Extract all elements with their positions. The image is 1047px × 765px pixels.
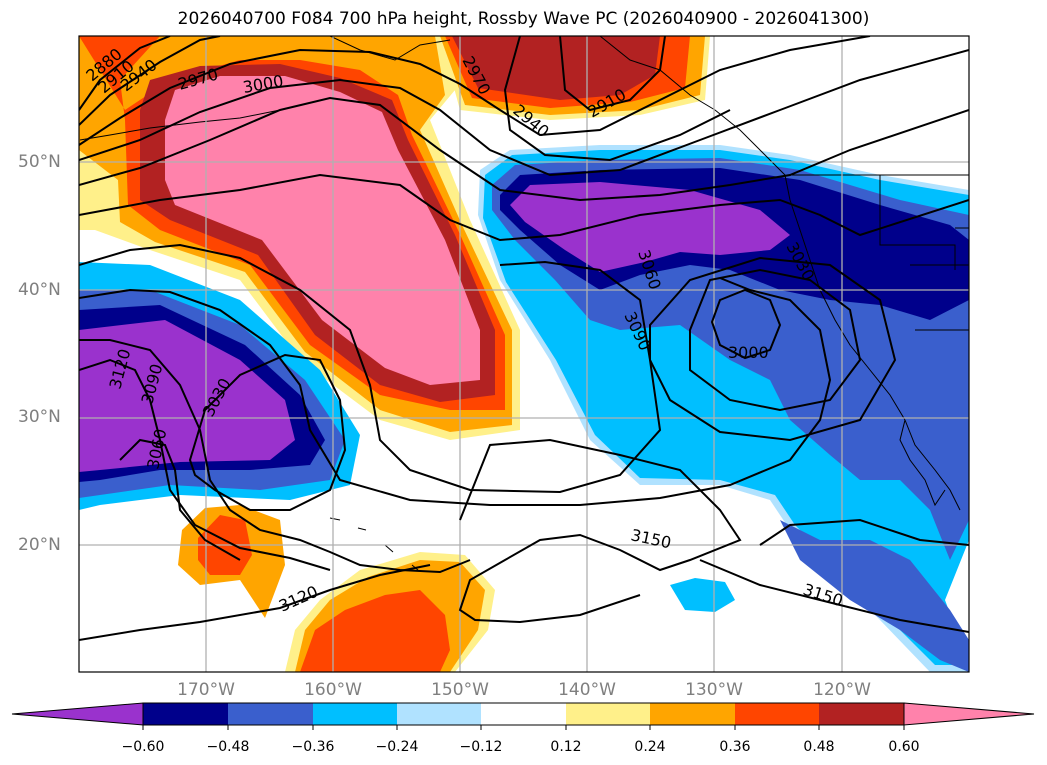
negative-anomaly-coast-blue: [780, 520, 969, 672]
lon-label-120w: 120°W: [813, 680, 871, 700]
contour-3150-east: [759, 518, 969, 546]
contour-2970: [79, 49, 969, 177]
contour-3150: [458, 438, 742, 624]
contour-2940: [79, 36, 871, 146]
coastline-baja-peninsula: [899, 419, 946, 507]
colorbar-tick-label: −0.36: [291, 739, 335, 755]
lat-label-40n: 40°N: [18, 280, 61, 300]
positive-anomaly-central-ridge-core: [165, 76, 480, 385]
lon-label-170w: 170°W: [177, 680, 235, 700]
coastline-alaska-southeast: [599, 36, 791, 201]
negative-anomaly-west-central-core: [79, 320, 295, 472]
contour-3150-southeast: [699, 559, 969, 633]
colorbar: [11, 702, 1035, 730]
colorbar-swatch: [819, 703, 904, 725]
contour-3060-low: [649, 256, 897, 442]
lon-label-150w: 150°W: [431, 680, 489, 700]
contour-label: 3000: [728, 343, 769, 362]
map-frame: [78, 35, 970, 673]
colorbar-swatch: [143, 703, 228, 725]
contour-2910: [79, 36, 221, 126]
positive-anomaly-south-hawaii-core: [300, 590, 450, 672]
contour-3000: [79, 96, 969, 202]
contour-3060: [79, 243, 662, 494]
colorbar-swatch: [228, 703, 313, 725]
colorbar-tick-label: 0.12: [550, 739, 582, 755]
contour-3060-west: [119, 438, 241, 561]
colorbar-tick-label: −0.60: [121, 739, 165, 755]
lon-label-130w: 130°W: [685, 680, 743, 700]
state-border: [879, 175, 956, 270]
colorbar-tick-label: 0.48: [803, 739, 835, 755]
coastline-aleutians: [79, 109, 281, 141]
colorbar-tick-label: −0.48: [206, 739, 250, 755]
contour-3120-south: [79, 564, 431, 641]
contour-2910-gulf: [559, 36, 666, 112]
coastline-alaska-peninsula: [329, 36, 451, 61]
contour-3090-west: [79, 358, 331, 571]
contour-3030: [79, 173, 969, 242]
hawaii-islands: [329, 517, 419, 571]
lon-label-140w: 140°W: [558, 680, 616, 700]
anomaly-shading: [79, 36, 969, 672]
colorbar-swatch: [313, 703, 397, 725]
contour-3120-west: [79, 339, 471, 574]
colorbar-tick-label: −0.12: [459, 739, 503, 755]
map-title: 2026040700 F084 700 hPa height, Rossby W…: [177, 9, 870, 29]
colorbar-extend-high: [903, 702, 1035, 726]
contour-3090: [79, 277, 832, 506]
colorbar-swatch: [481, 703, 566, 725]
colorbar-tick-label: 0.36: [719, 739, 751, 755]
negative-anomaly-offshore-small: [670, 578, 735, 612]
colorbar-tick-label: −0.24: [375, 739, 419, 755]
contour-3030-low: [689, 268, 862, 412]
coastline-pacific-northwest: [789, 199, 906, 421]
coastline-baja: [904, 419, 961, 511]
colorbar-extend-low: [11, 702, 144, 726]
colorbar-tick-label: 0.24: [634, 739, 666, 755]
lat-label-30n: 30°N: [18, 407, 61, 427]
colorbar-frame: [142, 702, 905, 726]
contour-2880: [79, 36, 171, 111]
colorbar-swatch: [650, 703, 735, 725]
colorbar-swatch: [735, 703, 819, 725]
height-contours: [79, 36, 969, 641]
colorbar-tick-label: 0.60: [888, 739, 920, 755]
contour-3000-low: [710, 288, 782, 360]
colorbar-swatch: [397, 703, 481, 725]
positive-anomaly-gulf-of-alaska-core: [452, 36, 660, 100]
lon-label-160w: 160°W: [304, 680, 362, 700]
coastlines: [79, 36, 969, 571]
contour-2970-gulf: [503, 36, 731, 162]
lat-label-20n: 20°N: [18, 535, 61, 555]
lat-label-50n: 50°N: [18, 152, 61, 172]
colorbar-swatch: [566, 703, 650, 725]
contour-3030-west: [188, 353, 347, 511]
